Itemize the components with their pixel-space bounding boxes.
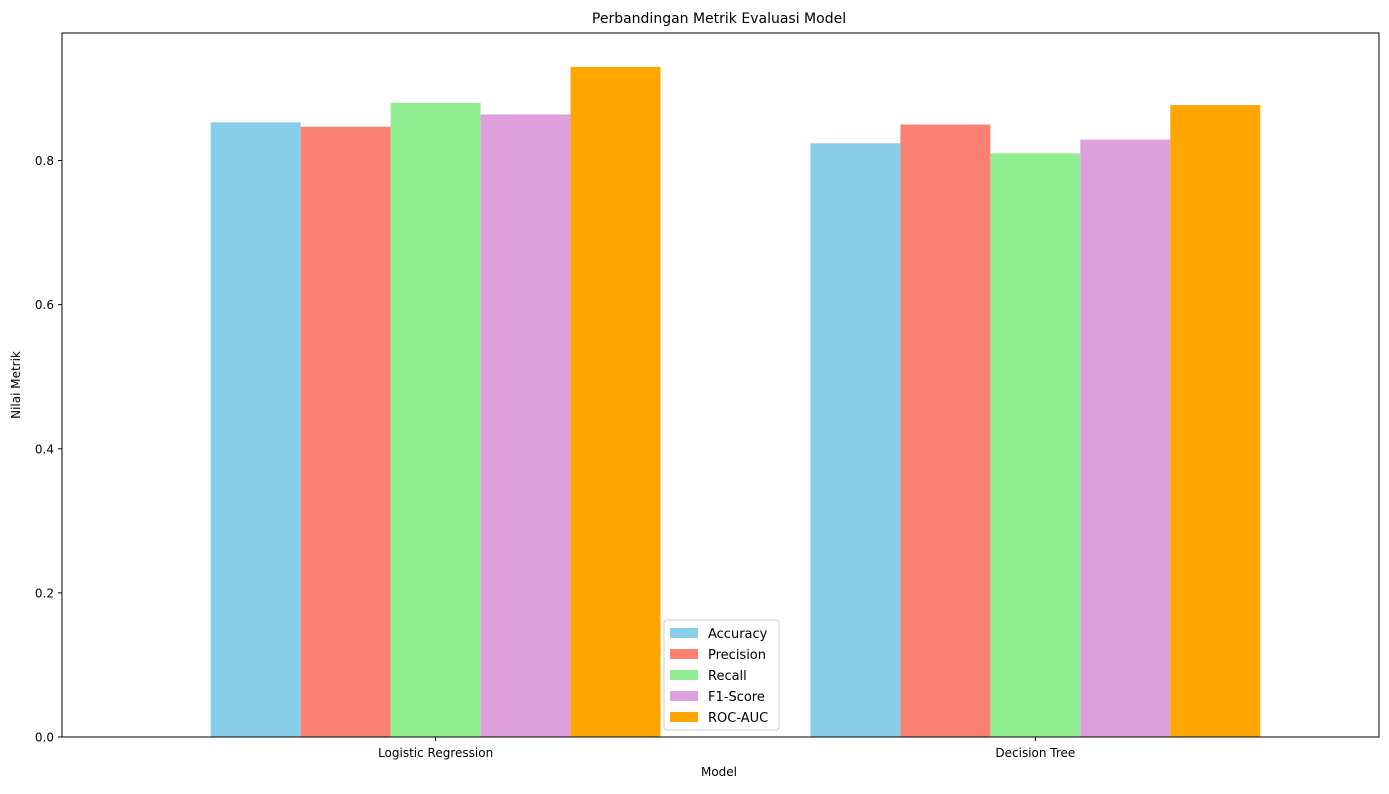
x-axis: Logistic Regression Decision Tree <box>378 737 1075 760</box>
bar-roc-auc-1 <box>570 66 661 737</box>
legend-swatch-accuracy <box>670 628 698 638</box>
legend: Accuracy Precision Recall F1-Score ROC-AUC <box>663 619 780 731</box>
bar-roc-auc-2 <box>1170 105 1261 738</box>
chart-title: Perbandingan Metrik Evaluasi Model <box>592 11 846 27</box>
y-axis: 0.0 0.2 0.4 0.6 0.8 <box>35 154 62 745</box>
bar-precision-2 <box>900 124 991 737</box>
bar-f1-score-2 <box>1080 139 1171 737</box>
legend-swatch-f1-score <box>670 691 698 701</box>
y-axis-label: Nilai Metrik <box>9 351 23 419</box>
y-tick-label: 0.4 <box>35 442 54 456</box>
y-tick-label: 0.2 <box>35 586 54 600</box>
legend-box <box>663 619 780 731</box>
x-axis-label: Model <box>701 765 737 779</box>
x-tick-label: Logistic Regression <box>378 746 493 760</box>
bar-accuracy-2 <box>810 143 901 738</box>
bar-precision-1 <box>300 126 391 738</box>
legend-label-roc-auc: ROC-AUC <box>708 711 768 726</box>
legend-label-accuracy: Accuracy <box>708 627 768 642</box>
y-tick-label: 0.6 <box>35 298 54 312</box>
bar-recall-1 <box>390 102 481 737</box>
legend-label-f1-score: F1-Score <box>708 690 765 705</box>
bar-recall-2 <box>990 153 1081 738</box>
plot-frame <box>61 32 1380 738</box>
y-tick-label: 0.0 <box>35 731 54 745</box>
legend-swatch-recall <box>670 670 698 680</box>
bar-accuracy-1 <box>210 122 301 737</box>
legend-swatch-roc-auc <box>670 712 698 722</box>
legend-swatch-precision <box>670 649 698 659</box>
bar-f1-score-1 <box>480 114 571 738</box>
y-tick-label: 0.8 <box>35 154 54 168</box>
legend-label-recall: Recall <box>708 669 747 684</box>
plot-area <box>61 32 1380 738</box>
legend-label-precision: Precision <box>708 648 766 663</box>
x-tick-label: Decision Tree <box>995 746 1075 760</box>
